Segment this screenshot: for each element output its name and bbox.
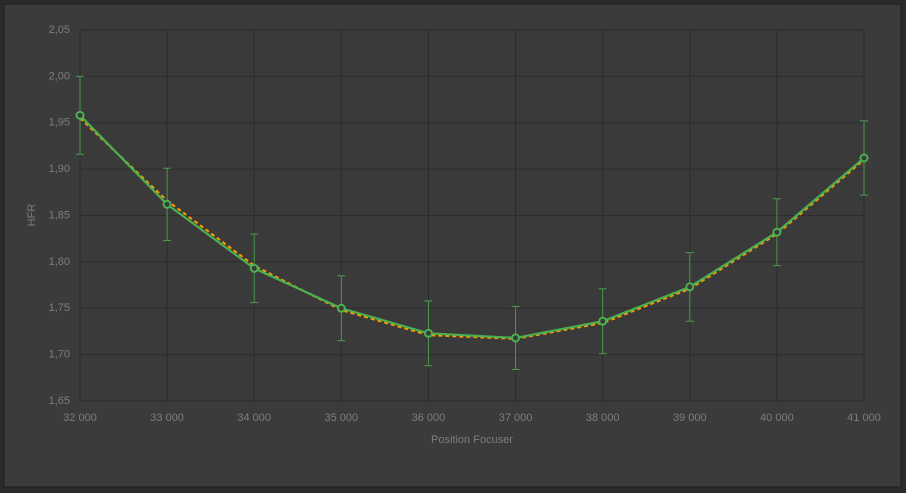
point bbox=[772, 227, 782, 237]
point bbox=[598, 316, 608, 326]
y-tick-label: 1,95 bbox=[49, 117, 70, 129]
y-tick-label: 2,05 bbox=[49, 24, 70, 36]
x-tick-label: 32 000 bbox=[63, 412, 97, 424]
point bbox=[162, 199, 172, 209]
x-tick-label: 33 000 bbox=[150, 412, 184, 424]
point bbox=[75, 110, 85, 120]
x-tick-label: 37 000 bbox=[499, 412, 533, 424]
x-tick-label: 36 000 bbox=[412, 412, 446, 424]
x-axis-label: Position Focuser bbox=[431, 434, 513, 446]
point bbox=[859, 153, 869, 163]
y-tick-label: 1,75 bbox=[49, 302, 70, 314]
y-tick-label: 1,80 bbox=[49, 256, 70, 268]
x-tick-label: 38 000 bbox=[586, 412, 620, 424]
y-tick-label: 2,00 bbox=[49, 70, 70, 82]
x-tick-label: 39 000 bbox=[673, 412, 707, 424]
series-line bbox=[79, 114, 865, 340]
point bbox=[336, 303, 346, 313]
point bbox=[423, 328, 433, 338]
y-tick-label: 1,70 bbox=[49, 349, 70, 361]
y-tick-label: 1,90 bbox=[49, 163, 70, 175]
series-line bbox=[79, 117, 865, 340]
point bbox=[511, 333, 521, 343]
point bbox=[685, 282, 695, 292]
y-tick-label: 1,85 bbox=[49, 209, 70, 221]
y-axis-label: HFR bbox=[26, 204, 38, 227]
x-tick-label: 41 000 bbox=[847, 412, 881, 424]
y-tick-label: 1,65 bbox=[49, 395, 70, 407]
x-tick-label: 40 000 bbox=[760, 412, 794, 424]
x-tick-label: 35 000 bbox=[325, 412, 359, 424]
point bbox=[249, 263, 259, 273]
x-tick-label: 34 000 bbox=[237, 412, 271, 424]
